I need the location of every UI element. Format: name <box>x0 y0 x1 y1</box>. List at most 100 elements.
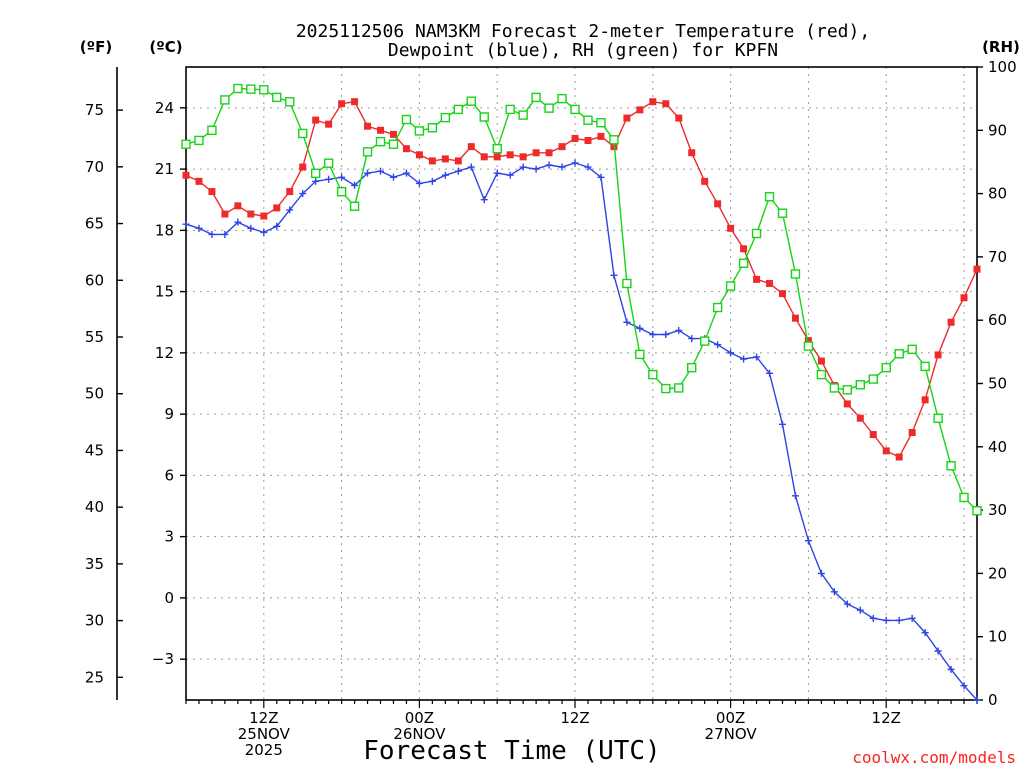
rh-point <box>375 136 386 147</box>
dewpoint-point <box>623 318 631 326</box>
dewpoint-point <box>740 355 748 363</box>
temperature-point <box>882 447 890 455</box>
rh-tick-label: 20 <box>988 564 1007 582</box>
rh-point <box>414 126 425 136</box>
temperature-point <box>182 171 190 179</box>
temperature-point <box>662 100 670 108</box>
rh-point <box>233 83 243 94</box>
rh-point <box>518 110 528 120</box>
series-line <box>185 87 978 512</box>
temperature-point <box>325 120 333 128</box>
chart-title-line-1: 2025112506 NAM3KM Forecast 2-meter Tempe… <box>296 21 870 42</box>
rh-point <box>492 143 502 154</box>
rh-point <box>362 147 373 157</box>
fahrenheit-tick-label: 55 <box>85 328 104 346</box>
rh-point <box>181 139 191 149</box>
celsius-tick-label: 15 <box>155 283 174 301</box>
dewpoint-point <box>299 190 307 198</box>
gridlines <box>185 67 977 700</box>
temperature-point <box>636 106 644 114</box>
dewpoint-point <box>454 167 462 175</box>
rh-tick-label: 0 <box>988 691 998 709</box>
fahrenheit-unit-label: (ºF) <box>80 38 112 56</box>
fahrenheit-tick-label: 50 <box>85 385 104 403</box>
dewpoint-point <box>506 171 514 179</box>
temperature-point <box>558 143 566 151</box>
temperature-point <box>973 265 981 273</box>
rh-tick-label: 100 <box>988 58 1017 76</box>
celsius-tick-label: −3 <box>152 650 174 668</box>
rh-tick-label: 40 <box>988 438 1007 456</box>
rh-tick-label: 90 <box>988 121 1007 139</box>
dewpoint-point <box>830 588 838 596</box>
temperature-point <box>208 188 216 196</box>
dewpoint-point <box>753 353 761 361</box>
rh-point <box>881 362 891 373</box>
x-tick-label: 26NOV <box>393 725 446 743</box>
dewpoint-point <box>195 224 203 232</box>
dewpoint-point <box>377 167 385 175</box>
dewpoint-point <box>895 616 903 624</box>
temperature-point <box>908 429 916 437</box>
celsius-unit-label: (ºC) <box>149 38 182 56</box>
rh-point <box>648 369 658 380</box>
temperature-point <box>753 275 761 283</box>
temperature-point <box>545 149 553 157</box>
rh-point <box>401 114 412 125</box>
temperature-point <box>791 314 799 322</box>
rh-point <box>687 362 697 373</box>
temperature-point <box>364 122 372 130</box>
rh-point <box>842 385 853 395</box>
temperature-point <box>766 279 774 287</box>
fahrenheit-tick-label: 40 <box>85 498 104 516</box>
rh-point <box>712 302 723 313</box>
dewpoint-point <box>273 222 281 230</box>
rh-point <box>298 128 308 139</box>
dewpoint-point <box>234 218 242 226</box>
rh-point <box>505 104 515 115</box>
rh-point <box>661 383 671 394</box>
dewpoint-point <box>247 224 255 232</box>
celsius-tick-label: 3 <box>164 528 174 546</box>
rh-tick-label: 50 <box>988 375 1007 393</box>
dewpoint-point <box>934 647 942 655</box>
dewpoint-point <box>480 196 488 204</box>
temperature-point <box>597 132 605 140</box>
dewpoint-point <box>960 682 968 690</box>
rh-point <box>323 158 334 168</box>
rh-point <box>868 374 878 384</box>
temperature-point <box>493 153 501 161</box>
dewpoint-point <box>856 606 864 614</box>
temperature-point <box>377 126 385 134</box>
temperature-point <box>389 130 397 138</box>
fahrenheit-tick-label: 75 <box>85 101 104 119</box>
dewpoint-point <box>338 173 346 181</box>
temperature-point <box>947 318 955 326</box>
series-rh <box>181 83 982 516</box>
temperature-point <box>338 100 346 108</box>
temperature-point <box>843 400 851 408</box>
dewpoint-point <box>727 349 735 357</box>
dewpoint-point <box>662 330 670 338</box>
dewpoint-point <box>947 665 955 673</box>
rh-point <box>635 349 645 360</box>
rh-tick-label: 80 <box>988 185 1007 203</box>
rh-point <box>907 344 917 355</box>
rh-point <box>622 278 632 289</box>
rh-point <box>272 92 282 103</box>
temperature-point <box>506 151 514 159</box>
temperature-point <box>688 149 696 157</box>
temperature-point <box>921 396 929 404</box>
temperature-point <box>286 188 294 196</box>
temperature-point <box>571 134 579 142</box>
dewpoint-point <box>869 614 877 622</box>
dewpoint-point <box>208 230 216 238</box>
temperature-point <box>740 245 748 253</box>
rh-point <box>933 413 943 424</box>
dewpoint-point <box>843 600 851 608</box>
temperature-point <box>701 177 709 185</box>
chart-title: 2025112506 NAM3KM Forecast 2-meter Tempe… <box>296 21 870 61</box>
dewpoint-point <box>766 369 774 377</box>
temperature-point <box>869 431 877 439</box>
